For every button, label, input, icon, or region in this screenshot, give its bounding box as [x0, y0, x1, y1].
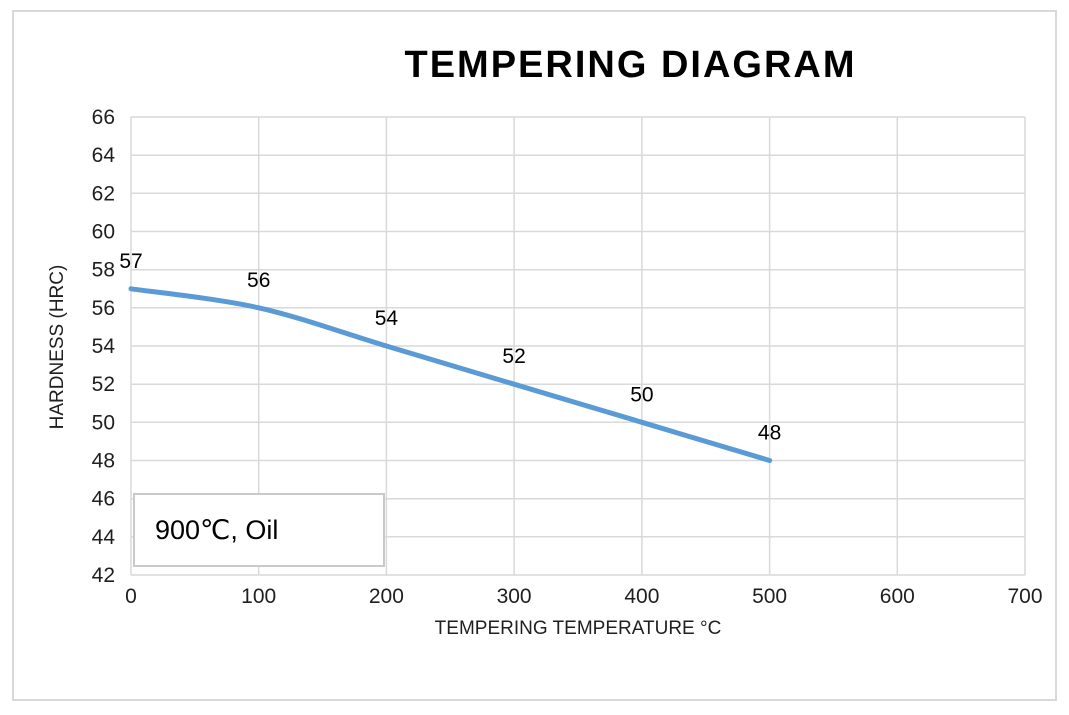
x-tick-label: 600: [880, 585, 915, 608]
y-tick-label: 60: [92, 221, 115, 244]
annotation-text: 900℃, Oil: [155, 514, 279, 545]
y-tick-label: 50: [92, 411, 115, 434]
x-tick-label: 700: [1007, 585, 1042, 608]
x-tick-label: 200: [369, 585, 404, 608]
y-tick-label: 48: [92, 450, 115, 473]
x-axis-title: TEMPERING TEMPERATURE °C: [434, 618, 722, 639]
y-tick-label: 52: [92, 373, 115, 396]
y-tick-label: 66: [92, 106, 115, 129]
y-axis-title: HARDNESS (HRC): [47, 264, 68, 430]
data-label: 52: [502, 345, 525, 368]
y-tick-label: 56: [92, 297, 115, 320]
chart-title: TEMPERING DIAGRAM: [404, 44, 857, 86]
x-tick-label: 100: [241, 585, 276, 608]
y-tick-label: 46: [92, 488, 115, 511]
chart-frame: [12, 10, 1057, 701]
y-tick-label: 44: [92, 526, 116, 549]
data-label: 57: [119, 250, 142, 273]
y-tick-label: 54: [92, 335, 116, 358]
x-tick-label: 500: [752, 585, 787, 608]
annotation-box: 900℃, Oil: [133, 493, 385, 567]
x-tick-label: 0: [125, 585, 137, 608]
y-tick-label: 58: [92, 259, 115, 282]
data-label: 54: [375, 307, 399, 330]
data-label: 50: [630, 383, 653, 406]
x-tick-label: 400: [624, 585, 659, 608]
data-label: 48: [758, 422, 781, 445]
x-tick-label: 300: [497, 585, 532, 608]
y-tick-label: 42: [92, 564, 115, 587]
series-line: [128, 286, 773, 463]
y-tick-label: 62: [92, 182, 115, 205]
y-tick-label: 64: [92, 144, 116, 167]
data-label: 56: [247, 269, 270, 292]
